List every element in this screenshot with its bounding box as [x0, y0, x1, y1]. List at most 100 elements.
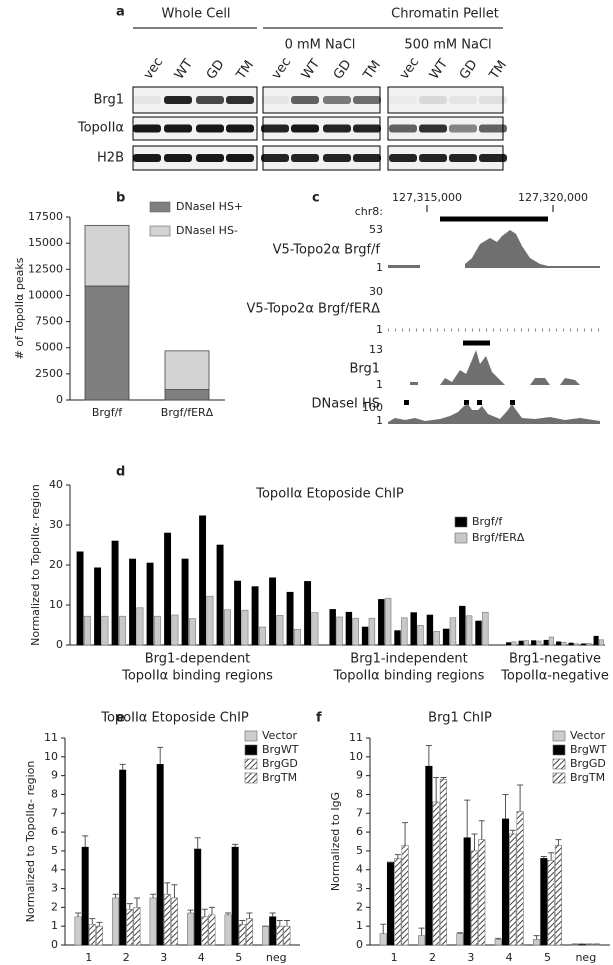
bar [562, 642, 567, 645]
bar [277, 615, 283, 645]
y-tick-label: 9 [51, 769, 58, 782]
bar [330, 609, 336, 645]
bar [232, 847, 238, 945]
bar [259, 627, 265, 645]
blot-band [353, 96, 381, 104]
blot-header: Chromatin Pellet [391, 7, 499, 22]
x-tick-label: 2 [429, 951, 436, 964]
blot-images [133, 87, 507, 170]
blot-band [196, 96, 224, 104]
bar [187, 913, 193, 945]
track-label: V5-Topo2α Brgf/f [273, 243, 381, 258]
error-bar [134, 898, 140, 907]
y-tick-label: 0 [51, 938, 58, 951]
legend-swatch [553, 731, 565, 741]
blot-band [261, 154, 289, 162]
error-bar [395, 855, 401, 859]
legend-swatch [553, 759, 565, 769]
bar [82, 847, 88, 945]
legend-swatch [245, 745, 257, 755]
bar [531, 641, 536, 645]
track-label: V5-Topo2α Brgf/fERΔ [247, 302, 381, 317]
bar [102, 616, 108, 645]
bar [209, 915, 215, 945]
y-tick-label: 10 [349, 750, 363, 763]
bar [541, 858, 548, 945]
legend-label: Brgf/fERΔ [472, 531, 525, 544]
error-bar [157, 747, 163, 764]
error-bar [120, 764, 126, 770]
bar [457, 934, 464, 945]
blot-band [353, 154, 381, 162]
error-bar [503, 794, 509, 818]
blot-band [291, 96, 319, 104]
blot-band [389, 125, 417, 133]
panel-letter: d [116, 465, 125, 480]
x-tick-label: neg [266, 951, 287, 964]
bar [427, 615, 433, 645]
error-bar [82, 836, 88, 847]
legend-label: DNaseI HS- [176, 224, 238, 237]
bar-segment [85, 286, 129, 400]
blot-band [226, 96, 254, 104]
x-tick-label: 5 [235, 951, 242, 964]
bar [147, 563, 153, 645]
blot-band [291, 125, 319, 133]
bar [581, 644, 586, 645]
bar [443, 629, 449, 645]
legend-label: BrgWT [570, 743, 607, 756]
row-label: Brg1 [93, 93, 124, 108]
bar [555, 845, 562, 945]
blot-subheader: 500 mM NaCl [404, 38, 491, 53]
legend-swatch [150, 202, 170, 212]
track-label: Brg1 [349, 362, 380, 377]
y-tick-label: 6 [51, 825, 58, 838]
legend-label: Vector [262, 729, 298, 742]
error-bar [380, 924, 386, 933]
error-bar [150, 894, 156, 898]
bar [556, 642, 561, 645]
bar [512, 642, 517, 645]
x-tick-label: Brgf/fERΔ [161, 406, 214, 419]
blot-band [261, 125, 289, 133]
legend-swatch [245, 759, 257, 769]
bar [587, 643, 592, 645]
blot-band [479, 96, 507, 104]
track-signal [388, 350, 600, 385]
bar [471, 851, 478, 945]
blot-band [133, 125, 161, 133]
y-tick-label: 40 [49, 478, 63, 491]
bar [434, 631, 440, 645]
bar-segment [85, 225, 129, 286]
bar [77, 552, 83, 645]
bar-segment [165, 390, 209, 400]
bar [537, 641, 542, 645]
x-tick-label: 4 [506, 951, 513, 964]
lane-label: vec [397, 55, 422, 82]
bar [242, 610, 248, 645]
bar [182, 559, 188, 645]
lane-label: TM [360, 58, 384, 83]
group-label: TopoIIα binding regions [121, 669, 273, 684]
legend-swatch [553, 745, 565, 755]
bar [402, 845, 409, 945]
y-tick-label: 1 [356, 919, 363, 932]
blot-band [323, 154, 351, 162]
y-tick-label: 20 [49, 558, 63, 571]
legend-swatch [455, 533, 467, 543]
peak-call [477, 400, 482, 405]
y-tick-label: 1 [51, 919, 58, 932]
error-bar [209, 907, 215, 915]
y-tick-label: 15000 [28, 236, 63, 249]
peak-call [404, 400, 409, 405]
bar [502, 819, 509, 945]
bar [284, 926, 290, 945]
error-bar [232, 844, 238, 847]
error-bar [426, 746, 432, 767]
bar [549, 637, 554, 645]
blot-band [449, 96, 477, 104]
error-bar [246, 913, 252, 919]
blot-subheader: 0 mM NaCl [285, 38, 356, 53]
bar [224, 610, 230, 645]
y-tick-label: 5 [356, 844, 363, 857]
